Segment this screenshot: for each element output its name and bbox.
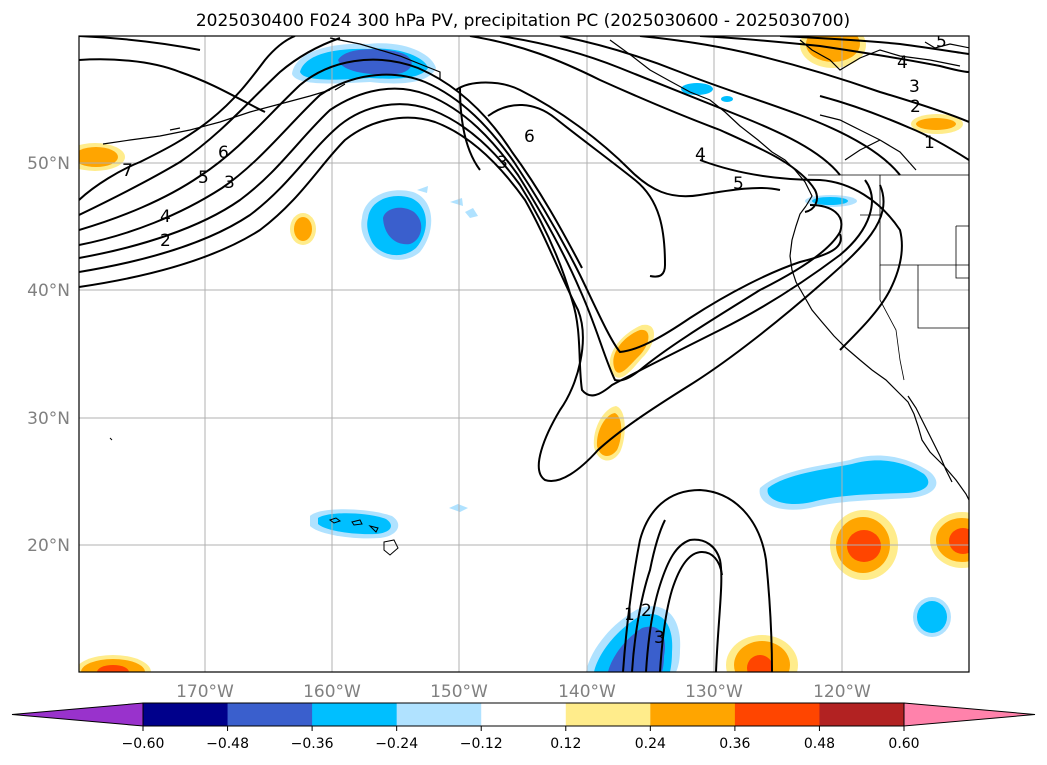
contour-label: 2 (910, 97, 921, 117)
lon-labels: 170°W 160°W 150°W 140°W 130°W 120°W (176, 682, 871, 702)
coastlines (102, 37, 969, 501)
colorbar-tick-label: 0.48 (804, 736, 835, 752)
colorbar-frame (142, 702, 905, 727)
colorbar-extend-max (903, 702, 1036, 727)
precip-negative (292, 43, 951, 672)
islands (109, 437, 399, 556)
lon-label: 150°W (430, 682, 488, 702)
contour-label: 1 (924, 133, 935, 153)
lat-label: 20°N (27, 536, 70, 556)
lon-label: 160°W (303, 682, 361, 702)
colorbar-segment (481, 703, 567, 726)
colorbar-tick-label: 0.12 (550, 736, 581, 752)
lon-label: 130°W (685, 682, 743, 702)
contour-label: 3 (497, 153, 508, 173)
lat-labels: 50°N 40°N 30°N 20°N (27, 154, 70, 556)
borders (808, 174, 969, 381)
map-area: 7 6 5 3 4 2 3 6 4 5 4 3 2 1 5 1 2 3 (79, 32, 969, 672)
contour-label: 4 (897, 53, 908, 73)
lat-label: 30°N (27, 409, 70, 429)
lat-label: 40°N (27, 281, 70, 301)
colorbar-tick-label: −0.36 (291, 736, 334, 752)
colorbar-segment (819, 703, 905, 726)
map-title: 2025030400 F024 300 hPa PV, precipitatio… (196, 11, 850, 31)
contour-label: 5 (198, 168, 209, 188)
lon-label: 170°W (176, 682, 234, 702)
colorbar-segment (734, 703, 820, 726)
colorbar-tick-label: 0.24 (635, 736, 666, 752)
contour-label: 5 (936, 32, 947, 52)
contour-label: 3 (909, 77, 920, 97)
contour-labels: 7 6 5 3 4 2 3 6 4 5 4 3 2 1 5 1 2 3 (122, 32, 947, 648)
lon-label: 120°W (813, 682, 871, 702)
colorbar-segment (312, 703, 398, 726)
colorbar-tick-label: 0.60 (888, 736, 919, 752)
lon-label: 140°W (558, 682, 616, 702)
colorbar-segment (227, 703, 313, 726)
contour-label: 4 (695, 145, 706, 165)
colorbar-tick-label: 0.36 (719, 736, 750, 752)
colorbar-segment (396, 703, 482, 726)
contour-label: 2 (160, 231, 171, 251)
colorbar-tick-label: −0.48 (206, 736, 249, 752)
contour-label: 4 (160, 207, 171, 227)
contour-label: 3 (224, 173, 235, 193)
colorbar-segment (565, 703, 651, 726)
contour-label: 6 (218, 143, 229, 163)
contour-label: 6 (524, 127, 535, 147)
colorbar-extend-min (11, 702, 144, 727)
colorbar: −0.60 −0.48 −0.36 −0.24 −0.12 0.12 0.24 0.36 0.4… (11, 702, 1036, 752)
colorbar-tick-label: −0.24 (375, 736, 418, 752)
contour-label: 1 (624, 605, 635, 625)
contour-label: 2 (641, 601, 652, 621)
contour-label: 3 (654, 628, 665, 648)
colorbar-segment (650, 703, 736, 726)
colorbar-tick-label: −0.60 (122, 736, 165, 752)
contour-label: 7 (122, 161, 133, 181)
pv-contours (79, 36, 969, 672)
colorbar-tick-label: −0.12 (460, 736, 503, 752)
lat-label: 50°N (27, 154, 70, 174)
colorbar-segment (143, 703, 229, 726)
map-frame (78, 35, 970, 673)
contour-label: 5 (733, 174, 744, 194)
